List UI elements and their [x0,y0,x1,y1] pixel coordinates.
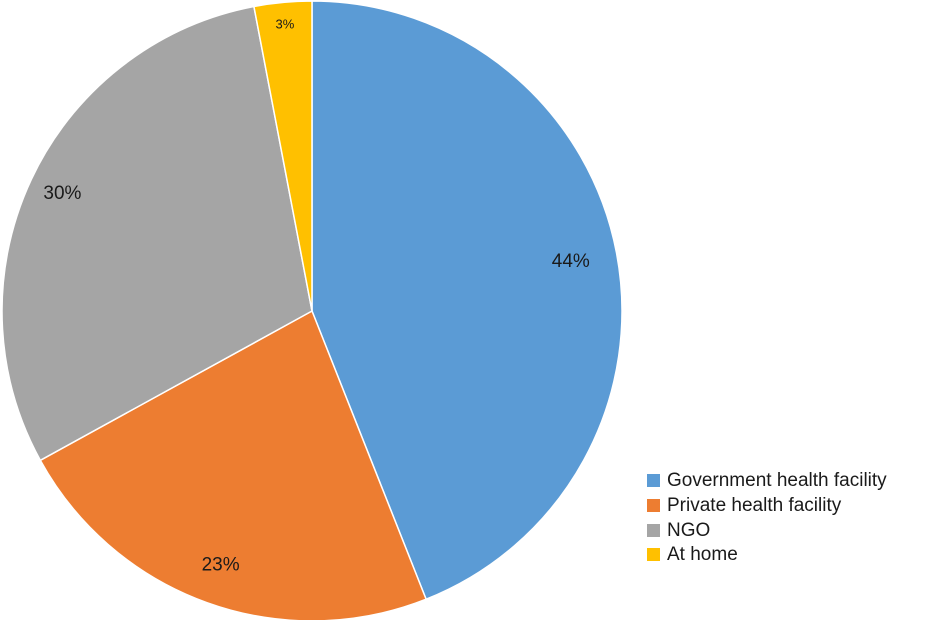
pie-slice-private-health-facility [39,310,427,620]
pie-slice-government-health-facility [311,0,623,600]
legend-label-ngo: NGO [667,519,711,541]
pie-slices [1,0,623,620]
legend-swatch-at-home [647,547,660,561]
legend-item-ngo: NGO [647,518,947,542]
data-label-at-home: 3% [276,17,295,32]
data-label-private-health-facility: 23% [202,554,240,575]
legend-item-at-home: At home [647,542,947,566]
pie-slice-at-home [253,0,313,312]
pie-slice-ngo [1,5,313,462]
data-label-government-health-facility: 44% [552,251,590,272]
pie-data-labels: 44% 23% 30% 3% [43,17,590,576]
legend-item-government-health-facility: Government health facility [647,468,947,493]
data-label-ngo: 30% [43,183,81,204]
legend-label-government-health-facility: Government health facility [667,470,887,491]
legend-swatch-ngo [647,523,660,537]
legend-item-private-health-facility: Private health facility [647,493,947,518]
legend-label-private-health-facility: Private health facility [667,495,842,516]
legend-swatch-government-health-facility [647,474,660,487]
legend-swatch-private-health-facility [647,499,660,512]
chart-legend: Government health facility Private healt… [647,468,947,566]
legend-label-at-home: At home [667,543,738,565]
